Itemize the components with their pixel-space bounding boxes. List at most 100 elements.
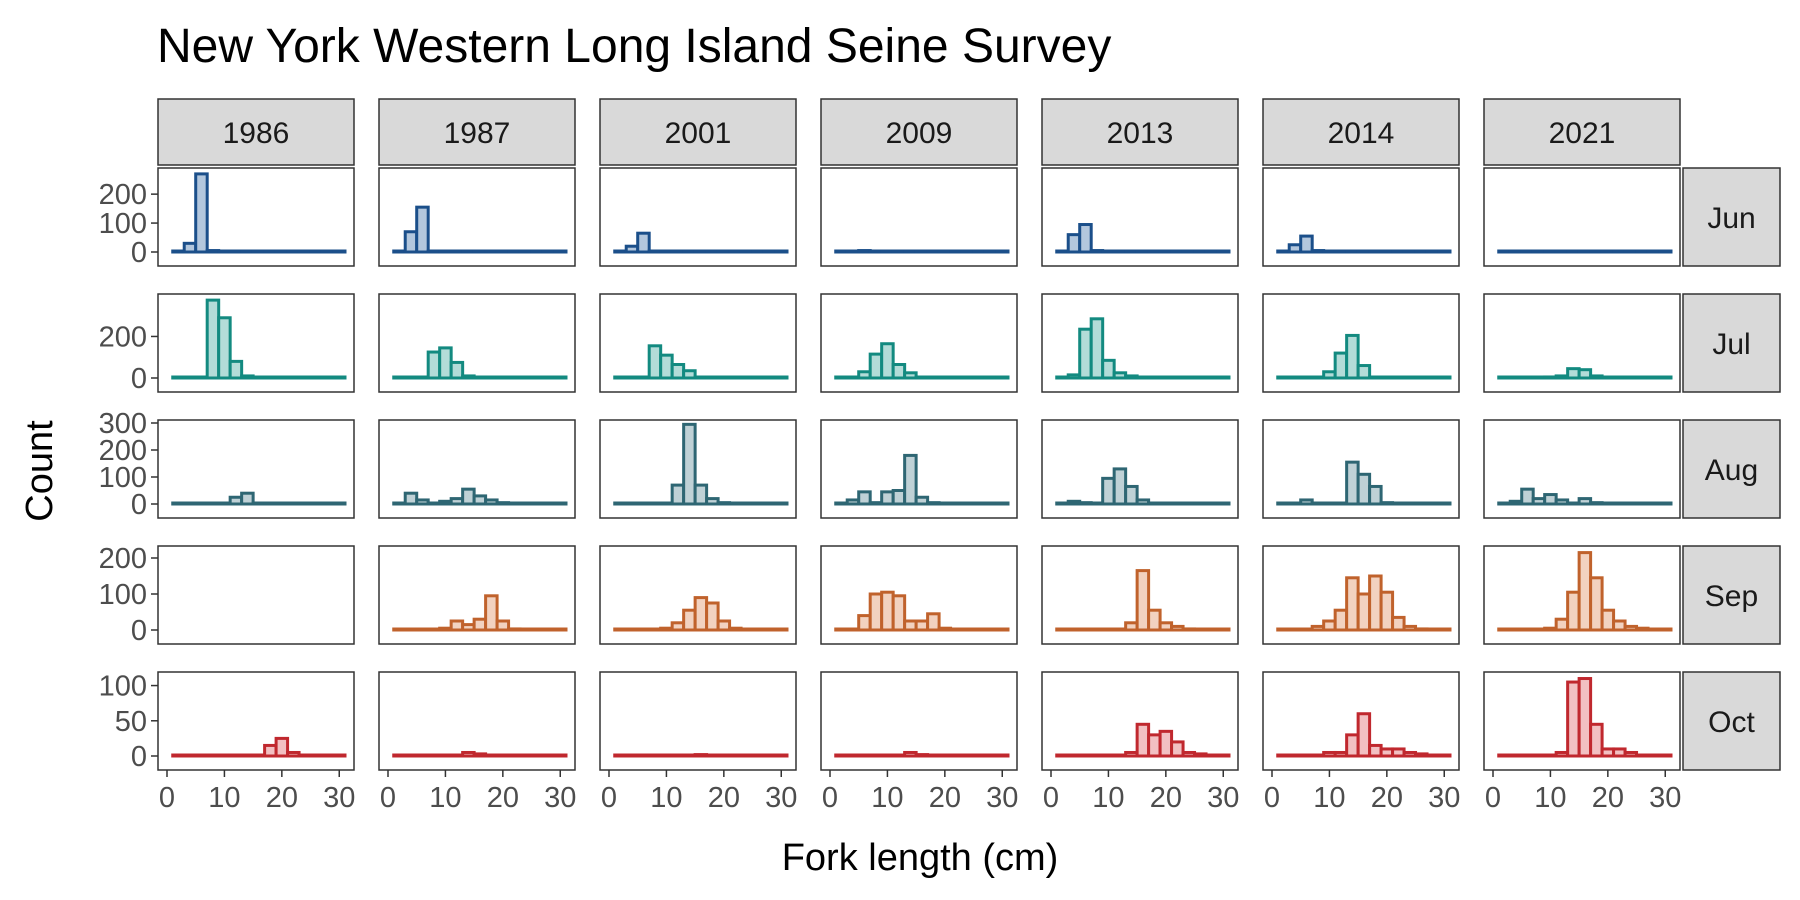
histogram-bar <box>682 249 697 254</box>
histogram-bar <box>983 627 999 632</box>
histogram-bar <box>1437 375 1452 380</box>
histogram-bar <box>1193 249 1208 254</box>
histogram-bar <box>1135 722 1151 758</box>
histogram-bar <box>1158 249 1174 254</box>
histogram-bar <box>693 753 709 758</box>
histogram-bar <box>762 375 778 380</box>
histogram-bar <box>1391 501 1406 506</box>
histogram-bar <box>1566 501 1581 506</box>
histogram-bar <box>995 375 1010 380</box>
histogram-bar <box>392 375 407 380</box>
histogram-bar <box>972 249 987 254</box>
histogram-bar <box>1345 249 1360 254</box>
histogram-bar <box>205 298 221 380</box>
histogram-bar <box>1055 627 1070 632</box>
histogram-bar <box>392 249 407 254</box>
histogram-bar <box>682 422 697 506</box>
histogram-bar <box>274 501 290 506</box>
histogram-bar <box>1531 627 1547 632</box>
histogram-bar <box>834 627 849 632</box>
histogram-bar <box>1158 501 1174 506</box>
histogram-bar <box>263 501 278 506</box>
histogram-bar <box>1078 223 1093 254</box>
y-tick-label: 300 <box>99 408 147 440</box>
histogram-bar <box>891 489 907 506</box>
histogram-bar <box>1287 627 1303 632</box>
histogram-bar <box>1216 627 1231 632</box>
year-strip-2001: 2001 <box>599 98 797 166</box>
histogram-bar <box>705 375 720 380</box>
histogram-bar <box>263 743 278 758</box>
month-strip-jun: Jun <box>1682 167 1781 267</box>
histogram-bar <box>880 249 895 254</box>
histogram-bar <box>891 363 907 380</box>
histogram-bar <box>403 375 419 380</box>
histogram-bar <box>541 753 557 758</box>
histogram-bar <box>320 753 336 758</box>
histogram-bar <box>949 627 964 632</box>
histogram-bar <box>1287 243 1303 254</box>
y-tick-label: 100 <box>99 671 147 703</box>
histogram-bar <box>1322 750 1337 758</box>
histogram-bar <box>1566 367 1581 380</box>
year-strip-label: 1987 <box>444 117 511 150</box>
year-strip-2009: 2009 <box>820 98 1018 166</box>
histogram-bar <box>1368 249 1383 254</box>
histogram-bar <box>659 626 674 632</box>
panel-border <box>1262 293 1460 393</box>
histogram-bar <box>1089 501 1105 506</box>
histogram-bar <box>1078 753 1093 758</box>
year-strip-label: 2021 <box>1549 117 1616 150</box>
histogram-bar <box>1379 249 1395 254</box>
month-strip-bg <box>1682 545 1781 645</box>
y-tick-label: 50 <box>115 706 147 738</box>
y-tick-label: 100 <box>99 579 147 611</box>
histogram-bar <box>518 501 534 506</box>
histogram-bar <box>1612 501 1627 506</box>
histogram-bar <box>914 619 930 632</box>
histogram-bar <box>1635 501 1650 506</box>
x-axis-title: Fork length (cm) <box>782 837 1059 879</box>
histogram-bar <box>1124 621 1139 632</box>
histogram-bar <box>541 249 557 254</box>
panel-border <box>1041 671 1239 771</box>
histogram-bar <box>682 369 697 380</box>
histogram-bar <box>716 501 732 506</box>
histogram-bar <box>1497 375 1512 380</box>
histogram-bar <box>205 249 221 254</box>
histogram-bar <box>263 375 278 380</box>
histogram-bar <box>857 490 872 506</box>
x-tick-label: 10 <box>1313 782 1345 814</box>
histogram-bar <box>1170 624 1185 632</box>
histogram-bar <box>693 483 709 506</box>
histogram-bar <box>1170 740 1185 758</box>
month-strip-jul: Jul <box>1682 293 1781 393</box>
x-tick-label: 0 <box>1485 782 1501 814</box>
histogram-bar <box>636 231 651 254</box>
chart-title: New York Western Long Island Seine Surve… <box>157 20 1111 73</box>
histogram-bar <box>286 501 301 506</box>
histogram-bar <box>1368 375 1383 380</box>
histogram-bar <box>309 375 324 380</box>
histogram-bar <box>1147 501 1162 506</box>
histogram-bar <box>613 627 628 632</box>
histogram-bar <box>495 753 511 758</box>
histogram-bar <box>1147 733 1162 758</box>
histogram-bar <box>1497 627 1512 632</box>
histogram-bar <box>1055 375 1070 380</box>
histogram-bar <box>205 753 221 758</box>
histogram-bar <box>449 360 465 380</box>
histogram-bar <box>1112 467 1128 506</box>
histogram-bar <box>1089 317 1105 380</box>
panel-border <box>1262 167 1460 267</box>
histogram-bar <box>205 501 221 506</box>
histogram-bar <box>182 753 198 758</box>
histogram-bar <box>1520 375 1535 380</box>
histogram-bar <box>449 619 465 632</box>
histogram-bar <box>1345 733 1360 758</box>
histogram-bar <box>1101 249 1116 254</box>
panel-border <box>599 545 797 645</box>
histogram-bar <box>332 501 347 506</box>
histogram-bar <box>716 375 732 380</box>
panel-2021-jun <box>1483 167 1681 267</box>
